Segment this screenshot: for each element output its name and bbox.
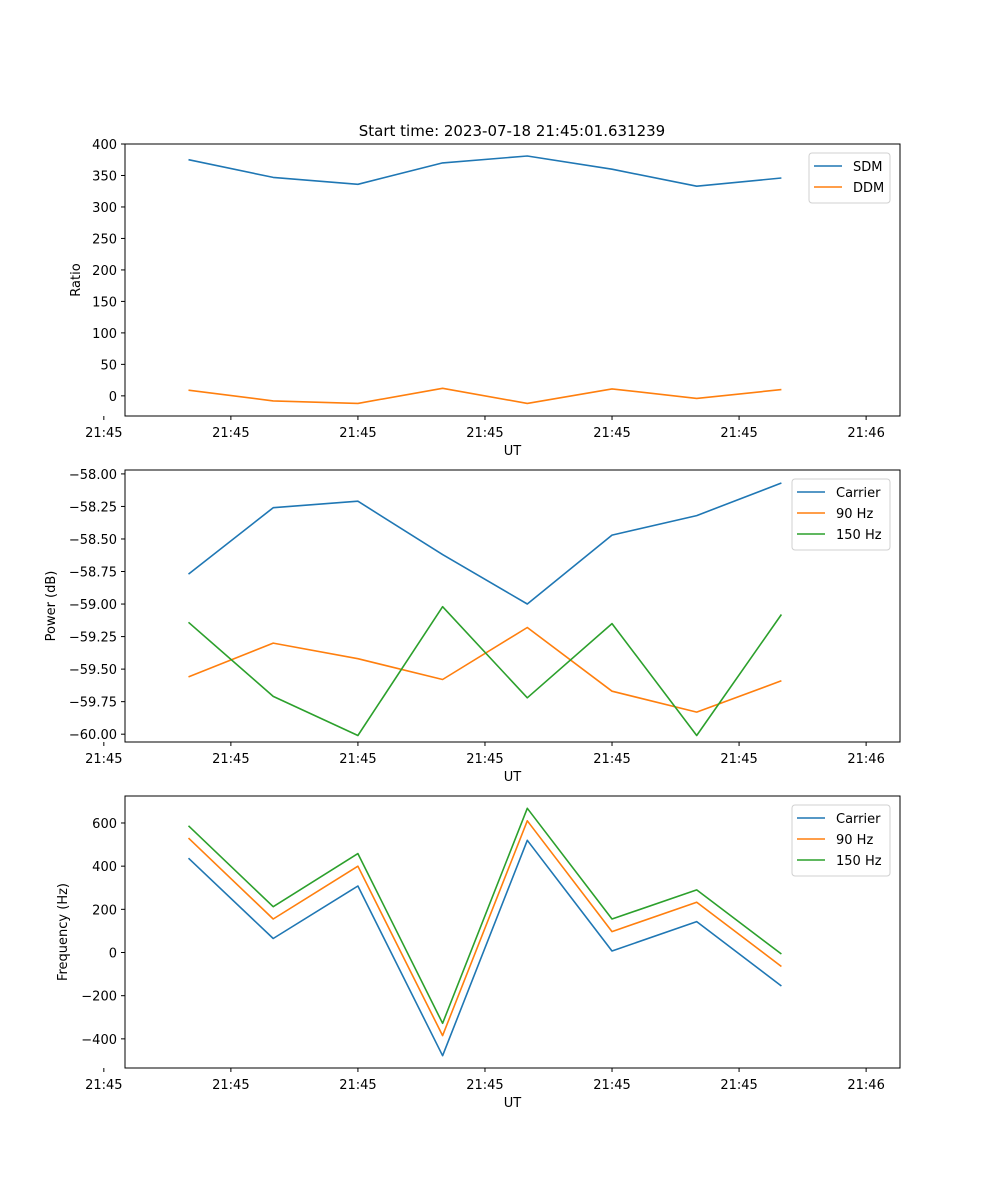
frequency-legend-box xyxy=(791,804,891,877)
frequency-x-axis-label: UT xyxy=(504,1096,522,1111)
ratio-y-tick-label: 100 xyxy=(92,327,117,342)
ratio-panel: 21:45 21:45 21:45 21:45 21:45 21:45 21:46 0 50 10… xyxy=(69,138,901,459)
power-x-tick-label: 21:45 xyxy=(212,752,249,767)
frequency-legend: Carrier 90 Hz 150 Hz xyxy=(791,804,891,877)
power-x-tick-label: 21:45 xyxy=(466,752,503,767)
power-legend-label-150-hz: 150 Hz xyxy=(836,528,882,543)
ratio-axes-frame xyxy=(124,143,901,417)
ratio-y-tick-label: 200 xyxy=(92,264,117,279)
power-y-tick-label: −58.25 xyxy=(69,500,117,515)
power-x-tick-label: 21:46 xyxy=(847,752,884,767)
ratio-series-ddm-line xyxy=(188,387,782,405)
power-series-90-hz-line xyxy=(188,626,782,713)
frequency-y-axis-label: Frequency (Hz) xyxy=(56,883,71,981)
power-y-axis-label: Power (dB) xyxy=(44,571,59,642)
ratio-y-tick-label: 0 xyxy=(109,390,117,405)
frequency-axes-frame xyxy=(124,795,901,1069)
frequency-x-tick-label: 21:46 xyxy=(847,1078,884,1093)
frequency-x-tick-label: 21:45 xyxy=(720,1078,757,1093)
ratio-x-tick-label: 21:45 xyxy=(720,426,757,441)
ratio-y-tick-label: 350 xyxy=(92,169,117,184)
ratio-x-tick-label: 21:45 xyxy=(593,426,630,441)
ratio-y-tick-label: 400 xyxy=(92,138,117,153)
frequency-y-tick-label: −400 xyxy=(81,1033,117,1048)
power-x-tick-label: 21:45 xyxy=(720,752,757,767)
frequency-series-carrier-line xyxy=(187,839,782,1057)
power-x-axis-label: UT xyxy=(504,770,522,785)
power-x-tick-label: 21:45 xyxy=(339,752,376,767)
frequency-x-tick-label: 21:45 xyxy=(593,1078,630,1093)
frequency-series-150-hz-line xyxy=(187,807,782,1025)
power-y-tick-label: −58.00 xyxy=(69,468,117,483)
power-x-tick-label: 21:45 xyxy=(85,752,122,767)
frequency-y-tick-label: 600 xyxy=(92,817,117,832)
ratio-y-tick-label: 150 xyxy=(92,295,117,310)
power-axes-frame xyxy=(124,469,901,743)
power-y-tick-label: −59.50 xyxy=(69,663,117,678)
frequency-legend-label-90-hz: 90 Hz xyxy=(836,833,873,848)
frequency-x-tick-label: 21:45 xyxy=(85,1078,122,1093)
ratio-x-axis-label: UT xyxy=(504,444,522,459)
ratio-legend-label-sdm: SDM xyxy=(853,160,882,175)
ratio-x-tick-label: 21:46 xyxy=(847,426,884,441)
frequency-series-90-hz-line xyxy=(187,819,782,1037)
power-legend-label-carrier: Carrier xyxy=(836,486,881,501)
ratio-series-sdm-line xyxy=(188,155,782,187)
power-y-tick-label: −59.00 xyxy=(69,598,117,613)
power-x-tick-label: 21:45 xyxy=(593,752,630,767)
frequency-y-tick-label: 400 xyxy=(92,860,117,875)
frequency-x-tick-label: 21:45 xyxy=(212,1078,249,1093)
power-series-carrier-line xyxy=(188,482,782,605)
ratio-x-tick-label: 21:45 xyxy=(85,426,122,441)
frequency-y-tick-label: 200 xyxy=(92,903,117,918)
ratio-x-tick-label: 21:45 xyxy=(466,426,503,441)
ratio-y-tick-label: 50 xyxy=(100,358,117,373)
ratio-y-tick-label: 250 xyxy=(92,232,117,247)
power-y-tick-label: −59.75 xyxy=(69,696,117,711)
power-legend: Carrier 90 Hz 150 Hz xyxy=(791,478,891,551)
figure-title: Start time: 2023-07-18 21:45:01.631239 xyxy=(359,122,665,140)
power-y-tick-label: −59.25 xyxy=(69,631,117,646)
frequency-y-tick-label: 0 xyxy=(109,947,117,962)
power-y-tick-label: −58.75 xyxy=(69,566,117,581)
ratio-y-tick-label: 300 xyxy=(92,201,117,216)
frequency-x-tick-label: 21:45 xyxy=(339,1078,376,1093)
ratio-y-axis-label: Ratio xyxy=(69,263,84,296)
power-legend-label-90-hz: 90 Hz xyxy=(836,507,873,522)
ratio-legend-label-ddm: DDM xyxy=(853,181,884,196)
power-series-150-hz-line xyxy=(187,605,783,737)
frequency-legend-label-150-hz: 150 Hz xyxy=(836,854,882,869)
frequency-y-tick-label: −200 xyxy=(81,990,117,1005)
ratio-legend: SDM DDM xyxy=(808,152,891,204)
ratio-x-tick-label: 21:45 xyxy=(212,426,249,441)
ratio-x-tick-label: 21:45 xyxy=(339,426,376,441)
power-panel: 21:45 21:45 21:45 21:45 21:45 21:45 21:46 −60.0… xyxy=(44,468,901,785)
power-y-tick-label: −60.00 xyxy=(69,728,117,743)
frequency-legend-label-carrier: Carrier xyxy=(836,812,881,827)
frequency-panel: 21:45 21:45 21:45 21:45 21:45 21:45 21:46 −400 −… xyxy=(56,795,901,1111)
power-y-tick-label: −58.50 xyxy=(69,533,117,548)
power-legend-box xyxy=(791,478,891,551)
frequency-x-tick-label: 21:45 xyxy=(466,1078,503,1093)
